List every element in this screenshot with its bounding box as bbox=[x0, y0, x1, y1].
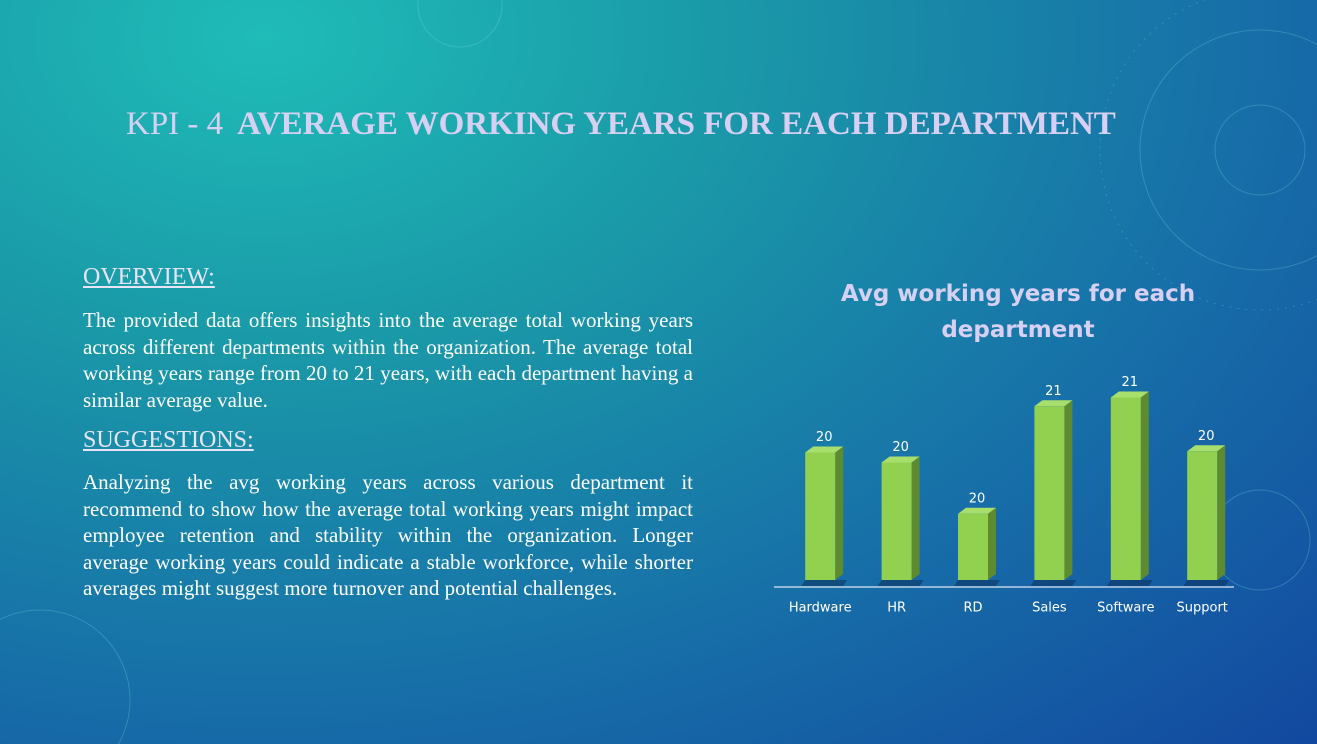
bar-top bbox=[1110, 391, 1149, 398]
bar-top bbox=[1187, 445, 1226, 452]
bar-top bbox=[958, 507, 996, 514]
bar-front bbox=[805, 452, 836, 580]
bar bbox=[1106, 391, 1153, 586]
value-label: 20 bbox=[1198, 429, 1215, 444]
bar bbox=[1183, 445, 1230, 586]
x-tick-label: RD bbox=[963, 601, 982, 616]
bar-side bbox=[1217, 445, 1226, 580]
bar-top bbox=[1034, 400, 1073, 407]
overview-text: The provided data offers insights into t… bbox=[83, 308, 693, 412]
chart-title: Avg working years for each department bbox=[840, 281, 1196, 343]
bar bbox=[877, 456, 924, 586]
kpi-label: KPI - 4 bbox=[126, 106, 224, 142]
title-text: AVERAGE WORKING YEARS FOR EACH DEPARTMEN… bbox=[237, 106, 1116, 142]
bar-top bbox=[881, 456, 920, 463]
x-tick-label: Support bbox=[1177, 601, 1228, 616]
overview-heading: OVERVIEW: bbox=[83, 264, 215, 290]
bar-shadow bbox=[1183, 580, 1230, 586]
bar bbox=[801, 446, 848, 586]
bar bbox=[1030, 400, 1077, 586]
bar-side bbox=[1140, 391, 1149, 580]
x-tick-label: Sales bbox=[1032, 601, 1067, 616]
bar-shadow bbox=[877, 580, 924, 586]
bar-shadow bbox=[801, 580, 848, 586]
x-tick-label: Hardware bbox=[789, 601, 852, 616]
bar-side bbox=[988, 507, 996, 580]
value-label: 20 bbox=[969, 491, 986, 506]
bar-shadow bbox=[954, 580, 1000, 586]
bar-front bbox=[1187, 451, 1218, 580]
value-label: 20 bbox=[892, 440, 909, 455]
bar-front bbox=[958, 513, 988, 580]
bar bbox=[954, 507, 1000, 586]
bar-side bbox=[1064, 400, 1073, 580]
suggestions-text: Analyzing the avg working years across v… bbox=[83, 470, 693, 600]
x-tick-label: HR bbox=[887, 601, 906, 616]
value-label: 21 bbox=[1122, 375, 1139, 390]
bar-side bbox=[835, 446, 844, 580]
bar-shadow bbox=[1106, 580, 1153, 586]
bar-shadow bbox=[1030, 580, 1077, 586]
suggestions-heading: SUGGESTIONS: bbox=[83, 427, 254, 453]
slide-title: KPI - 4 AVERAGE WORKING YEARS FOR EACH DE… bbox=[126, 106, 1116, 143]
value-label: 21 bbox=[1045, 384, 1062, 399]
bar-front bbox=[1034, 406, 1065, 580]
bar-top bbox=[805, 446, 844, 453]
bar-side bbox=[911, 456, 920, 580]
bar-front bbox=[881, 462, 912, 580]
x-tick-label: Software bbox=[1097, 601, 1154, 616]
value-label: 20 bbox=[816, 430, 833, 445]
bar-front bbox=[1110, 397, 1141, 580]
